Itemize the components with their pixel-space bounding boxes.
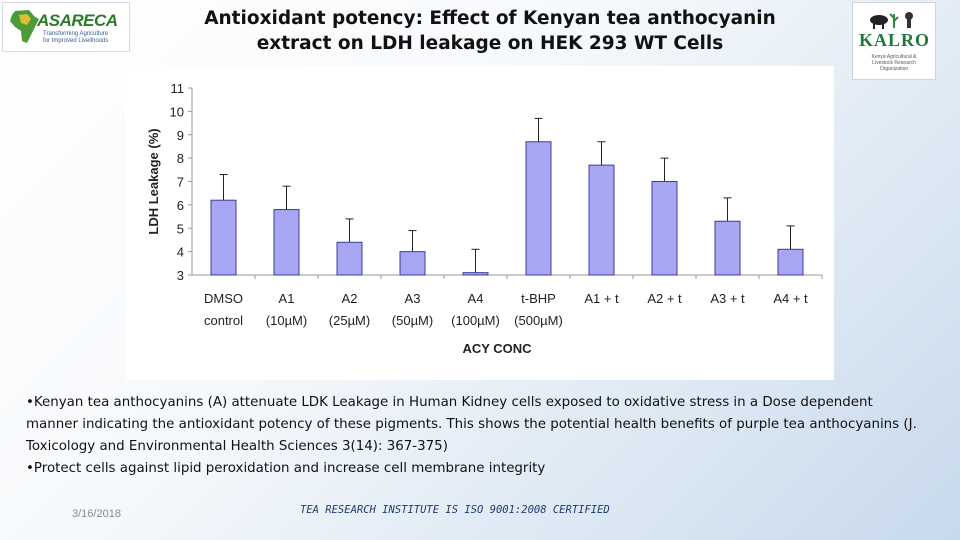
y-tick-label: 5: [177, 221, 184, 236]
bar: [651, 181, 678, 276]
x-tick-label: control: [204, 313, 243, 328]
bar: [588, 164, 615, 276]
x-tick-label: (100µM): [451, 313, 500, 328]
x-tick-label: A1 + t: [584, 291, 619, 306]
y-tick-label: 8: [177, 151, 184, 166]
kalro-brand: KALRO: [859, 30, 931, 50]
x-tick-label: A3 + t: [710, 291, 745, 306]
bar: [777, 248, 804, 276]
x-tick-label: A2 + t: [647, 291, 682, 306]
kalro-logo: KALRO Kenya Agricultural & Livestock Res…: [852, 2, 936, 80]
x-tick-label: (50µM): [392, 313, 433, 328]
bar: [525, 141, 552, 276]
kalro-subtitle: Kenya Agricultural & Livestock Research …: [871, 54, 917, 72]
africa-map-icon: [10, 10, 39, 43]
bar: [462, 272, 489, 276]
asareca-tagline: Transforming Agriculture for Improved Liv…: [43, 31, 109, 44]
x-tick-label: A3: [405, 291, 421, 306]
bar: [210, 199, 237, 276]
x-tick-label: A4 + t: [773, 291, 808, 306]
x-tick-label: A1: [279, 291, 295, 306]
chart-panel: 3 4 5 6 7 8 9 10 11 LDH Leakage (%) DMSO control A1 (…: [126, 66, 834, 380]
y-tick-label: 3: [177, 268, 184, 283]
x-tick-label: A4: [468, 291, 484, 306]
y-tick-label: 7: [177, 175, 184, 190]
x-tick-label: DMSO: [204, 291, 243, 306]
slide-date: 3/16/2018: [72, 508, 121, 520]
asareca-logo: ASARECA Transforming Agriculture for Impr…: [2, 2, 130, 52]
y-tick-label: 11: [171, 81, 185, 96]
bar: [273, 209, 300, 276]
x-tick-label: (25µM): [329, 313, 370, 328]
asareca-brand: ASARECA: [37, 11, 118, 30]
x-tick-label: (500µM): [514, 313, 563, 328]
y-axis-label: LDH Leakage (%): [146, 128, 161, 234]
livestock-crest-icon: [870, 12, 913, 29]
bar: [714, 220, 741, 276]
bullet-1: •Kenyan tea anthocyanins (A) attenuate L…: [26, 395, 917, 454]
bar: [399, 251, 426, 276]
x-tick-label: t-BHP: [521, 291, 556, 306]
y-tick-label: 6: [177, 198, 184, 213]
y-tick-label: 10: [170, 104, 184, 119]
bullet-list: •Kenyan tea anthocyanins (A) attenuate L…: [26, 392, 926, 480]
bullet-2: •Protect cells against lipid peroxidatio…: [26, 461, 546, 476]
y-tick-label: 4: [177, 245, 184, 260]
y-tick-label: 9: [177, 128, 184, 143]
footer-note: TEA RESEARCH INSTITUTE IS ISO 9001:2008 …: [300, 504, 610, 516]
bar: [336, 241, 363, 276]
x-tick-label: (10µM): [266, 313, 307, 328]
page-title: Antioxidant potency: Effect of Kenyan te…: [204, 8, 776, 54]
x-tick-label: A2: [342, 291, 358, 306]
ldh-bar-chart: 3 4 5 6 7 8 9 10 11 LDH Leakage (%) DMSO control A1 (…: [146, 81, 823, 356]
x-axis-label: ACY CONC: [462, 341, 532, 356]
